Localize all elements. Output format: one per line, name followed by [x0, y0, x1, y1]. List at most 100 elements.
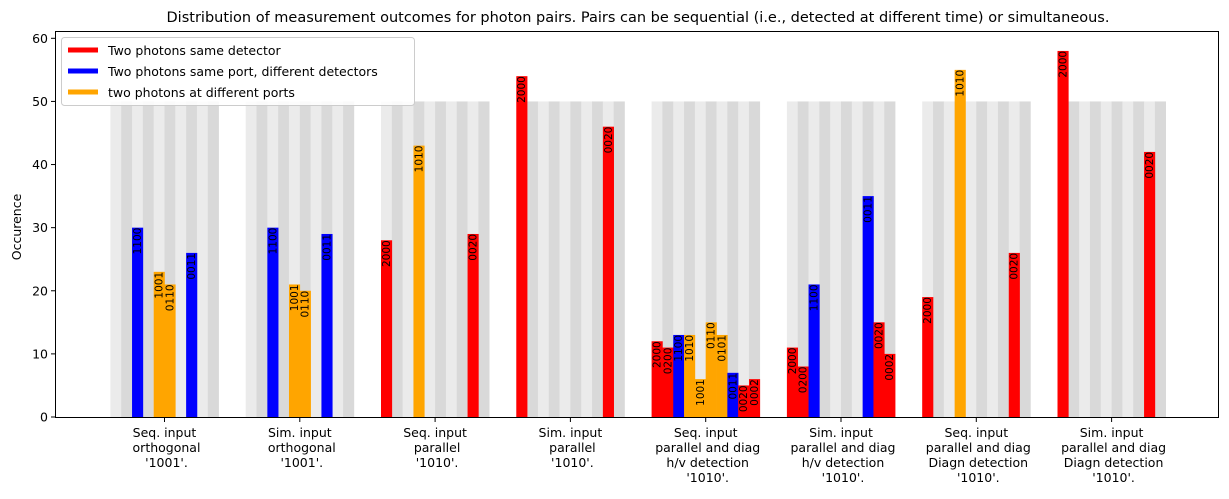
y-tick-label: 40 [32, 157, 48, 172]
bar [673, 334, 685, 417]
x-tick-label: Seq. input parallel '1010'. [403, 425, 467, 470]
background-stripe [581, 101, 593, 417]
background-stripe [110, 101, 122, 417]
bar-label: 1100 [267, 228, 279, 255]
bar-label: 0110 [706, 322, 718, 349]
background-stripe [830, 101, 842, 417]
x-tick-label: Sim. input parallel and diag Diagn detec… [1057, 425, 1166, 485]
background-stripe [343, 101, 355, 417]
background-stripe [435, 101, 447, 417]
background-stripe [673, 101, 685, 417]
background-stripe [662, 101, 674, 417]
bar [299, 290, 311, 417]
legend-label-different-ports: two photons at different ports [108, 85, 295, 100]
bar-label: 1010 [955, 70, 967, 97]
bar [153, 271, 165, 417]
bar [873, 322, 885, 417]
bar [954, 69, 966, 418]
background-stripe [873, 101, 885, 417]
background-stripe [1122, 101, 1134, 417]
background-stripe [1089, 101, 1102, 417]
bar [164, 284, 176, 417]
background-stripe [965, 101, 977, 417]
bar [602, 126, 614, 418]
background-stripe [851, 101, 863, 417]
bar [516, 76, 528, 417]
background-stripe [207, 101, 219, 417]
bar-label: 0011 [186, 253, 198, 280]
plot-frame [55, 31, 1219, 418]
y-tick-label: 50 [32, 94, 48, 109]
bar-label: 2000 [1057, 51, 1069, 78]
background-stripe [391, 101, 403, 417]
background-stripe [884, 101, 896, 417]
y-tick-label: 30 [32, 220, 48, 235]
x-tick-label: Seq. input orthogonal '1001'. [129, 425, 201, 470]
background-stripe [841, 101, 853, 417]
bar [413, 145, 425, 417]
y-tick-label: 0 [40, 410, 48, 425]
y-tick-label: 20 [32, 283, 48, 298]
background-stripe [976, 101, 988, 417]
bar [132, 227, 144, 417]
background-stripe [1154, 101, 1166, 417]
bar [662, 347, 674, 417]
bar [1057, 50, 1069, 418]
background-stripe [278, 101, 290, 417]
background-stripe [1068, 101, 1080, 417]
background-stripe [943, 101, 955, 417]
bar-label: 0020 [1144, 152, 1156, 179]
bar-label: 0020 [603, 127, 615, 154]
background-stripe [987, 101, 999, 417]
bar-label: 2000 [516, 76, 528, 103]
background-stripe [537, 101, 550, 417]
background-stripe [299, 101, 311, 417]
bar-label: 0200 [662, 348, 674, 375]
bar [786, 347, 799, 417]
background-stripe [402, 101, 414, 417]
bar-label: 0002 [884, 354, 896, 381]
background-stripe [727, 101, 739, 417]
y-tick-label: 60 [32, 31, 48, 46]
bar-label: 0020 [873, 322, 885, 349]
x-tick-label: Sim. input parallel and diag h/v detecti… [787, 425, 896, 485]
background-stripe [592, 101, 604, 417]
background-stripe [808, 101, 820, 417]
x-axis-ticks: Seq. input orthogonal '1001'. Sim. input … [129, 417, 1166, 485]
background-stripe [548, 101, 560, 417]
background-stripe [175, 101, 187, 417]
bar [288, 284, 301, 417]
y-axis-ticks: 0 10 20 30 40 50 60 [32, 31, 56, 425]
background-stripe [559, 101, 571, 417]
x-tick-label: Sim. input orthogonal '1001'. [264, 425, 336, 470]
background-stripe [705, 101, 717, 417]
bar-label: 0011 [863, 196, 875, 223]
bar-label: 1100 [808, 284, 820, 311]
background-stripe [164, 101, 176, 417]
bar-label: 0200 [798, 367, 810, 394]
chart-title: Distribution of measurement outcomes for… [167, 10, 1110, 26]
bar-label: 1001 [289, 284, 301, 311]
background-stripe [121, 101, 133, 417]
background-stripe [748, 101, 761, 417]
bar [651, 341, 663, 417]
y-axis-label: Occurence [9, 193, 24, 260]
x-tick-label: Seq. input parallel and diag Diagn detec… [922, 425, 1031, 485]
bar [684, 334, 696, 417]
background-stripe [797, 101, 809, 417]
bar [1144, 151, 1156, 417]
background-stripe [570, 101, 582, 417]
legend-frame [61, 37, 415, 106]
bar-label: 0020 [738, 385, 750, 412]
background-stripe [196, 101, 209, 417]
bar [862, 196, 874, 417]
background-stripe [142, 101, 154, 417]
background-stripe [332, 101, 344, 417]
bar [797, 366, 809, 417]
bar-label: 0110 [300, 291, 312, 318]
bar-label: 1001 [695, 379, 707, 406]
bar [694, 379, 706, 417]
background-stripe [1100, 101, 1112, 417]
